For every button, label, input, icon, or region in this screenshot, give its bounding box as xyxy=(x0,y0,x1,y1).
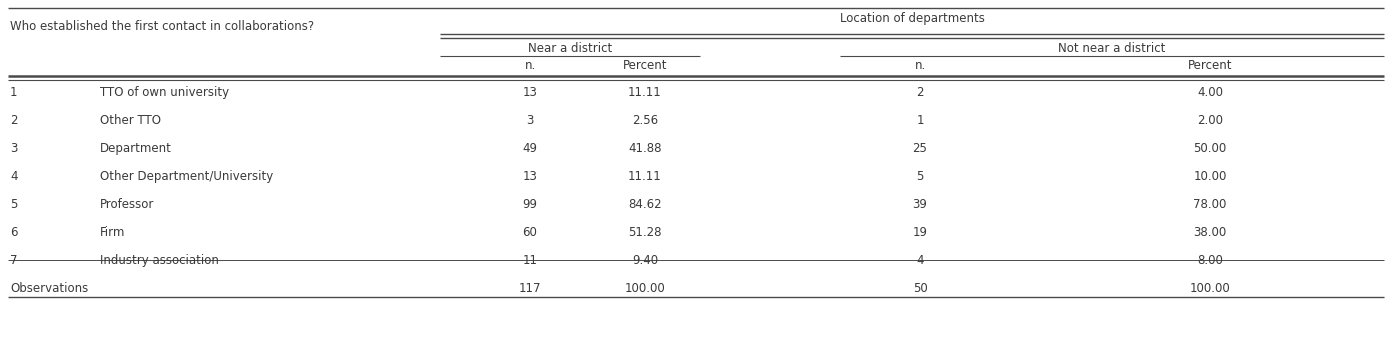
Text: 6: 6 xyxy=(10,226,18,239)
Text: 51.28: 51.28 xyxy=(628,226,661,239)
Text: 10.00: 10.00 xyxy=(1193,170,1226,183)
Text: 3: 3 xyxy=(526,114,533,127)
Text: Department: Department xyxy=(100,142,171,155)
Text: 50.00: 50.00 xyxy=(1193,142,1226,155)
Text: 117: 117 xyxy=(519,282,541,295)
Text: 60: 60 xyxy=(522,226,537,239)
Text: 84.62: 84.62 xyxy=(628,198,661,211)
Text: 25: 25 xyxy=(913,142,927,155)
Text: 2.56: 2.56 xyxy=(632,114,658,127)
Text: Firm: Firm xyxy=(100,226,125,239)
Text: Near a district: Near a district xyxy=(528,42,612,55)
Text: n.: n. xyxy=(915,59,926,72)
Text: 41.88: 41.88 xyxy=(628,142,661,155)
Text: Other Department/University: Other Department/University xyxy=(100,170,273,183)
Text: 11.11: 11.11 xyxy=(628,86,661,99)
Text: 100.00: 100.00 xyxy=(1190,282,1231,295)
Text: 99: 99 xyxy=(522,198,537,211)
Text: Location of departments: Location of departments xyxy=(839,12,984,25)
Text: 78.00: 78.00 xyxy=(1193,198,1226,211)
Text: n.: n. xyxy=(525,59,536,72)
Text: 8.00: 8.00 xyxy=(1197,254,1224,267)
Text: TTO of own university: TTO of own university xyxy=(100,86,230,99)
Text: 49: 49 xyxy=(522,142,537,155)
Text: 13: 13 xyxy=(522,86,537,99)
Text: Professor: Professor xyxy=(100,198,155,211)
Text: Not near a district: Not near a district xyxy=(1058,42,1165,55)
Text: 4.00: 4.00 xyxy=(1197,86,1224,99)
Text: 13: 13 xyxy=(522,170,537,183)
Text: 19: 19 xyxy=(913,226,927,239)
Text: 5: 5 xyxy=(916,170,924,183)
Text: 2: 2 xyxy=(916,86,924,99)
Text: Observations: Observations xyxy=(10,282,88,295)
Text: 50: 50 xyxy=(913,282,927,295)
Text: 2: 2 xyxy=(10,114,18,127)
Text: 1: 1 xyxy=(916,114,924,127)
Text: 7: 7 xyxy=(10,254,18,267)
Text: 11.11: 11.11 xyxy=(628,170,661,183)
Text: 100.00: 100.00 xyxy=(625,282,665,295)
Text: Other TTO: Other TTO xyxy=(100,114,161,127)
Text: 11: 11 xyxy=(522,254,537,267)
Text: 4: 4 xyxy=(916,254,924,267)
Text: Percent: Percent xyxy=(1187,59,1232,72)
Text: 4: 4 xyxy=(10,170,18,183)
Text: 9.40: 9.40 xyxy=(632,254,658,267)
Text: Who established the first contact in collaborations?: Who established the first contact in col… xyxy=(10,20,315,33)
Text: 2.00: 2.00 xyxy=(1197,114,1224,127)
Text: 38.00: 38.00 xyxy=(1193,226,1226,239)
Text: 5: 5 xyxy=(10,198,17,211)
Text: 3: 3 xyxy=(10,142,17,155)
Text: Percent: Percent xyxy=(622,59,667,72)
Text: 1: 1 xyxy=(10,86,18,99)
Text: Industry association: Industry association xyxy=(100,254,219,267)
Text: 39: 39 xyxy=(913,198,927,211)
